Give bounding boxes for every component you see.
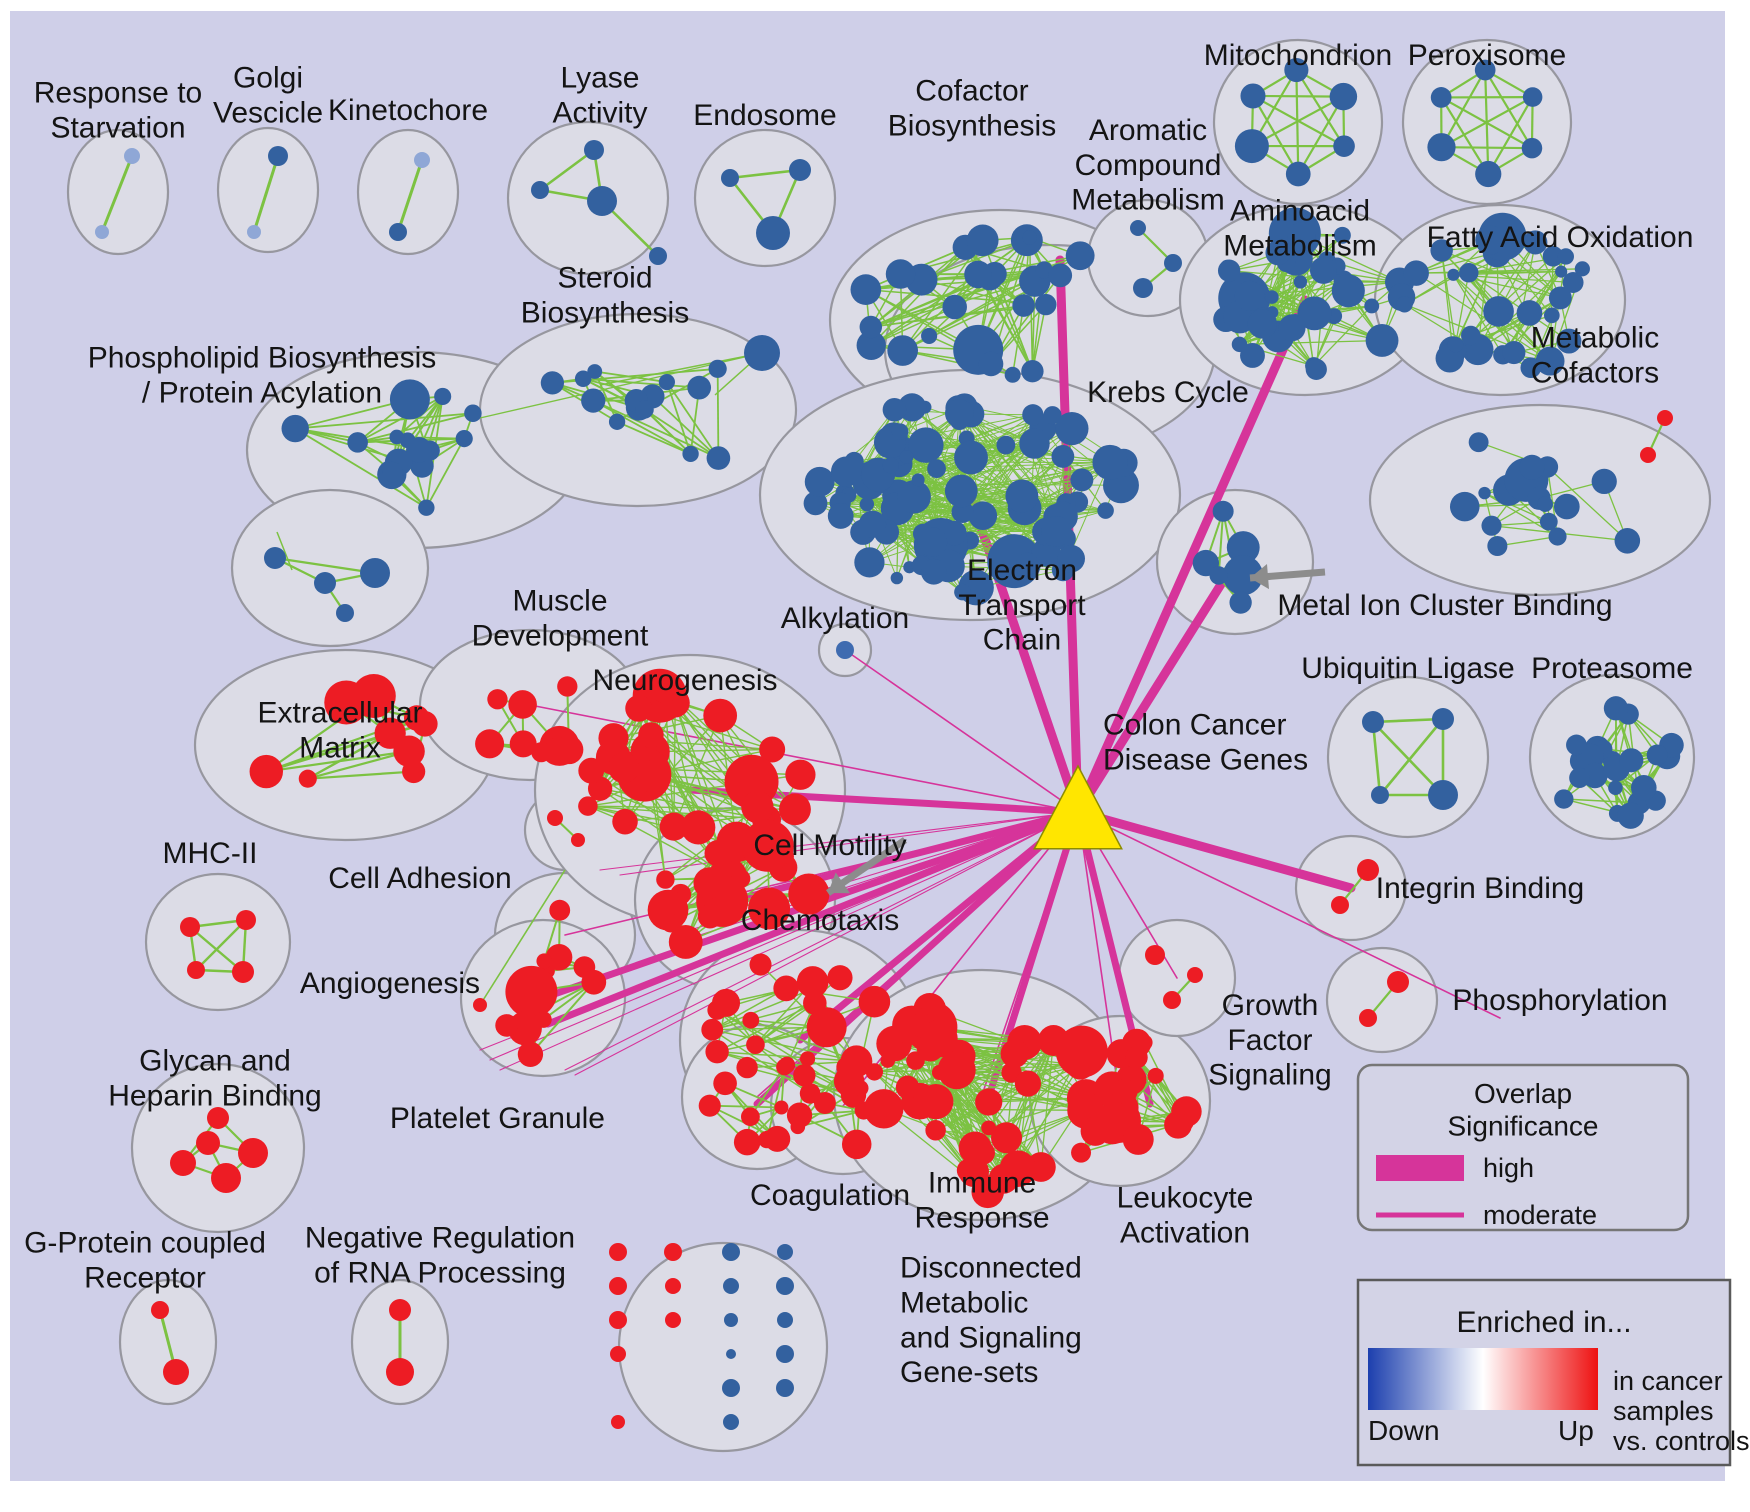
svg-text:Kinetochore: Kinetochore [328,94,488,127]
svg-text:Chemotaxis: Chemotaxis [741,904,899,937]
svg-text:Negative Regulation: Negative Regulation [305,1222,575,1255]
svg-text:Fatty Acid Oxidation: Fatty Acid Oxidation [1427,221,1694,254]
svg-text:Metabolic: Metabolic [1531,322,1659,355]
svg-text:Heparin Binding: Heparin Binding [108,1079,321,1112]
svg-text:Disconnected: Disconnected [900,1252,1082,1285]
svg-text:Platelet Granule: Platelet Granule [390,1102,605,1135]
svg-text:samples: samples [1613,1396,1714,1426]
svg-text:Cell Adhesion: Cell Adhesion [328,862,511,895]
svg-text:of RNA Processing: of RNA Processing [314,1256,566,1289]
svg-text:Chain: Chain [983,624,1061,657]
svg-text:Krebs Cycle: Krebs Cycle [1087,376,1249,409]
svg-text:in cancer: in cancer [1613,1366,1723,1396]
svg-text:Golgi: Golgi [233,62,303,95]
svg-text:Biosynthesis: Biosynthesis [888,109,1056,142]
svg-text:Metabolism: Metabolism [1223,229,1376,262]
svg-text:/ Protein Acylation: / Protein Acylation [142,376,382,409]
svg-text:Immune: Immune [928,1167,1036,1200]
svg-text:Phospholipid Biosynthesis: Phospholipid Biosynthesis [88,342,437,375]
svg-text:Colon Cancer: Colon Cancer [1103,709,1286,742]
svg-text:Development: Development [472,619,649,652]
svg-text:Compound: Compound [1075,149,1222,182]
svg-text:Signaling: Signaling [1208,1059,1331,1092]
svg-text:Leukocyte: Leukocyte [1117,1182,1254,1215]
svg-text:Electron: Electron [967,554,1077,587]
svg-text:Peroxisome: Peroxisome [1408,39,1566,72]
svg-text:high: high [1483,1153,1534,1183]
svg-text:Significance: Significance [1448,1111,1599,1142]
svg-text:Aminoacid: Aminoacid [1230,195,1370,228]
svg-text:Disease Genes: Disease Genes [1103,743,1308,776]
svg-text:Cell Motility: Cell Motility [753,829,906,862]
svg-text:Cofactor: Cofactor [915,75,1028,108]
svg-text:Receptor: Receptor [84,1261,206,1294]
svg-text:Vescicle: Vescicle [213,96,323,129]
svg-text:Transport: Transport [958,589,1086,622]
svg-text:Response to: Response to [34,77,202,110]
svg-text:Metabolism: Metabolism [1071,184,1224,217]
svg-text:Endosome: Endosome [693,99,836,132]
svg-text:Extracellular: Extracellular [257,697,422,730]
svg-text:Alkylation: Alkylation [781,602,909,635]
svg-text:Ubiquitin Ligase: Ubiquitin Ligase [1301,652,1514,685]
svg-text:Gene-sets: Gene-sets [900,1356,1038,1389]
svg-text:Starvation: Starvation [50,111,185,144]
svg-text:Aromatic: Aromatic [1089,114,1207,147]
svg-text:Phosphorylation: Phosphorylation [1452,984,1667,1017]
svg-text:Metal Ion Cluster Binding: Metal Ion Cluster Binding [1277,589,1612,622]
svg-text:and Signaling: and Signaling [900,1321,1082,1354]
svg-text:MHC-II: MHC-II [163,837,258,870]
svg-text:Lyase: Lyase [561,62,640,95]
svg-text:Growth: Growth [1222,989,1319,1022]
svg-text:Factor: Factor [1227,1024,1312,1057]
svg-text:Steroid: Steroid [557,262,652,295]
svg-text:Biosynthesis: Biosynthesis [521,296,689,329]
svg-text:Enriched in...: Enriched in... [1456,1306,1631,1339]
svg-text:Proteasome: Proteasome [1531,652,1693,685]
svg-text:Response: Response [914,1201,1049,1234]
svg-text:Integrin Binding: Integrin Binding [1376,872,1584,905]
svg-text:Cofactors: Cofactors [1531,356,1659,389]
svg-text:Activation: Activation [1120,1216,1250,1249]
svg-text:G-Protein coupled: G-Protein coupled [24,1227,266,1260]
svg-text:Muscle: Muscle [512,585,607,618]
svg-text:Matrix: Matrix [299,731,381,764]
svg-text:Glycan and: Glycan and [139,1045,291,1078]
svg-text:Angiogenesis: Angiogenesis [300,967,480,1000]
svg-text:Down: Down [1368,1415,1440,1446]
svg-text:Mitochondrion: Mitochondrion [1204,39,1392,72]
svg-text:Overlap: Overlap [1474,1078,1572,1109]
svg-text:Coagulation: Coagulation [750,1179,910,1212]
svg-text:Metabolic: Metabolic [900,1287,1028,1320]
svg-text:Up: Up [1558,1415,1594,1446]
svg-text:moderate: moderate [1483,1200,1597,1230]
svg-text:vs. controls: vs. controls [1613,1426,1750,1456]
svg-text:Neurogenesis: Neurogenesis [592,664,777,697]
svg-text:Activity: Activity [552,96,647,129]
